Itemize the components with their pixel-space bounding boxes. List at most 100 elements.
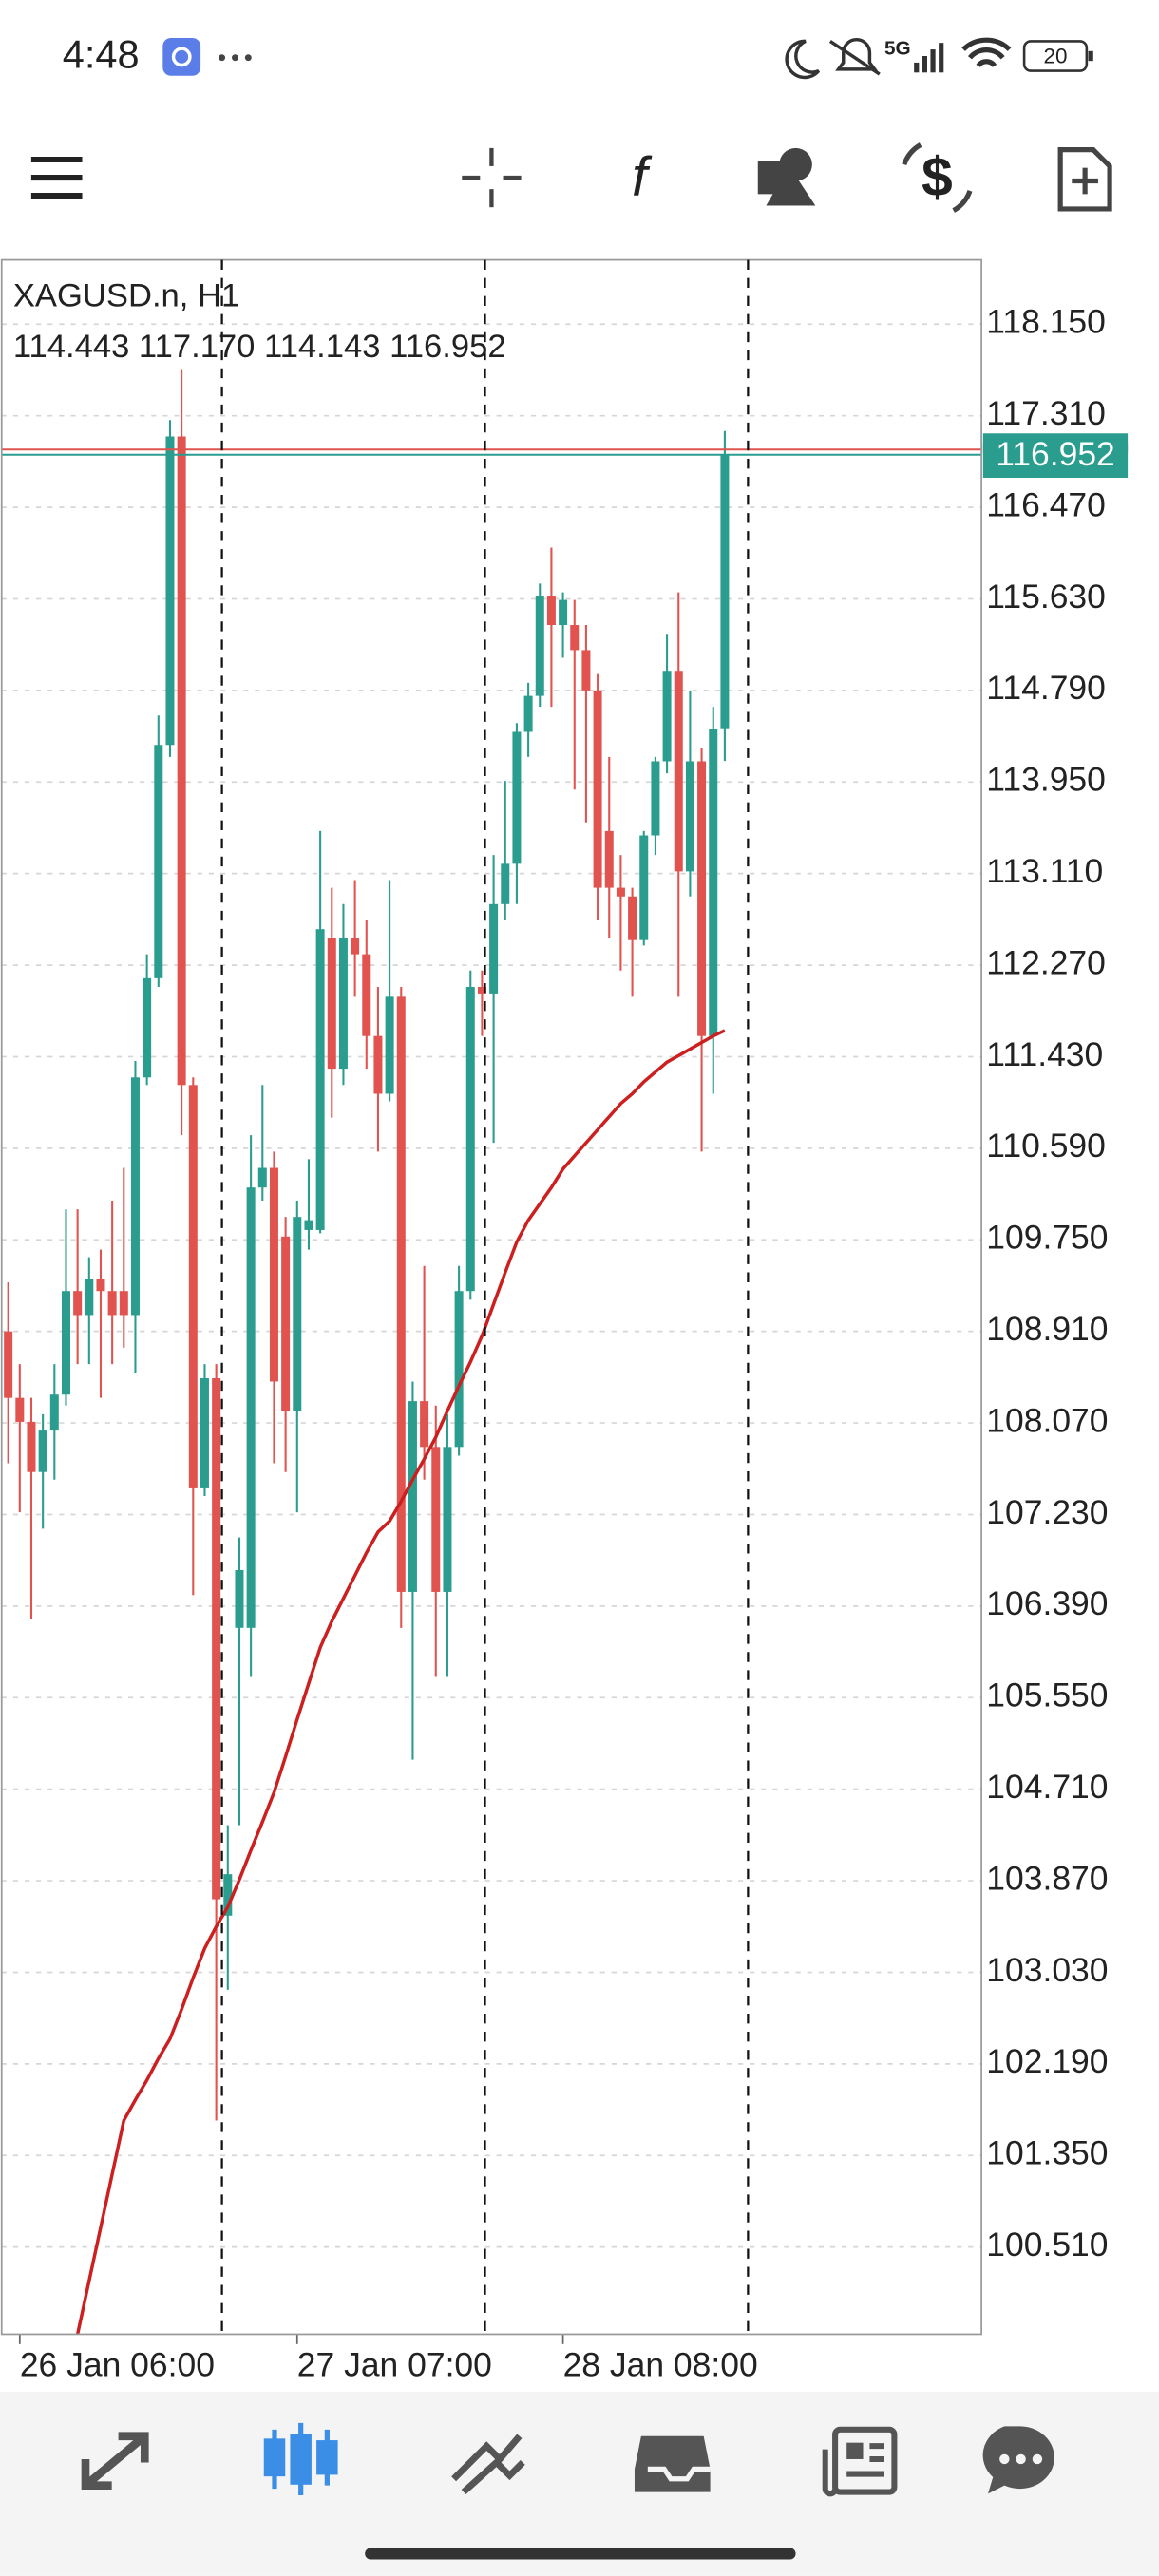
svg-text:$: $ — [922, 146, 953, 208]
symbol-label: XAGUSD.n, H1 — [13, 278, 239, 314]
candle-body — [327, 938, 336, 1070]
candle-body — [628, 896, 637, 940]
candle-body — [61, 1291, 70, 1395]
y-tick-label: 105.550 — [986, 1676, 1108, 1714]
app-icon — [162, 37, 201, 76]
candle-body — [315, 929, 325, 1230]
y-tick-label: 104.710 — [986, 1768, 1108, 1806]
candle-body — [107, 1291, 117, 1316]
more-dots — [218, 54, 252, 62]
candle-body — [130, 1077, 140, 1316]
y-tick-label: 111.430 — [986, 1035, 1103, 1073]
candle-body — [720, 454, 730, 729]
plot-frame — [0, 258, 982, 2336]
candle-body — [501, 863, 510, 904]
y-tick-label: 103.870 — [986, 1859, 1108, 1897]
x-tick-label: 26 Jan 06:00 — [20, 2345, 215, 2383]
ohlc-label: 114.443 117.170 114.143 116.952 — [13, 329, 506, 365]
chat-tab[interactable] — [982, 2426, 1054, 2494]
candle-body — [523, 695, 533, 732]
candle-body — [477, 987, 486, 994]
candle-body — [177, 436, 186, 1086]
candle-body — [281, 1236, 291, 1411]
y-tick-label: 116.470 — [986, 485, 1106, 523]
candle-body — [246, 1187, 256, 1628]
candle-body — [38, 1430, 48, 1472]
candle-body — [420, 1401, 429, 1448]
candle-body — [257, 1167, 267, 1188]
candle-body — [338, 938, 348, 1070]
candle-body — [697, 761, 707, 1036]
y-tick-label: 101.350 — [986, 2134, 1108, 2172]
y-tick-label: 118.150 — [986, 303, 1106, 341]
candle-body — [154, 745, 163, 978]
objects-button[interactable] — [757, 147, 816, 206]
mute-icon — [828, 38, 881, 76]
network-type: 5G — [884, 38, 911, 60]
candle-body — [616, 887, 625, 897]
candle-body — [165, 436, 175, 746]
candle-body — [385, 996, 394, 1094]
quotes-tab[interactable] — [81, 2432, 149, 2490]
candle-body — [373, 1035, 383, 1094]
candle-body — [408, 1401, 417, 1592]
candle-body — [119, 1291, 128, 1316]
dnd-icon — [785, 39, 821, 80]
candle-body — [431, 1447, 441, 1592]
new-order-button[interactable] — [1057, 147, 1112, 212]
price-tag — [982, 433, 1129, 478]
y-tick-label: 114.790 — [986, 669, 1106, 707]
news-tab[interactable] — [822, 2426, 898, 2497]
candle-body — [535, 596, 544, 696]
candle-body — [142, 977, 152, 1078]
candle-body — [604, 830, 614, 888]
candle-body — [581, 650, 591, 691]
indicators-button[interactable]: f — [632, 146, 653, 208]
candle-body — [212, 1378, 221, 1900]
bottom-nav — [0, 2392, 1159, 2576]
candle-body — [593, 690, 602, 888]
battery-icon — [1022, 40, 1089, 72]
candle-body — [235, 1569, 244, 1628]
candle-body — [85, 1279, 94, 1316]
trade-tab[interactable] — [451, 2434, 525, 2495]
y-tick-label: 102.190 — [986, 2042, 1108, 2080]
candle-body — [512, 731, 522, 864]
candles — [4, 369, 730, 2335]
y-tick-label: 109.750 — [986, 1219, 1108, 1257]
candle-body — [96, 1279, 105, 1292]
x-tick-label: 28 Jan 08:00 — [563, 2345, 758, 2383]
candle-body — [73, 1291, 83, 1316]
app-icon-glyph — [171, 47, 192, 67]
day-separators — [220, 259, 750, 2335]
candle-body — [27, 1421, 36, 1472]
candle-body — [709, 729, 718, 1036]
y-tick-label: 110.590 — [986, 1127, 1106, 1165]
x-tick-label: 27 Jan 07:00 — [297, 2345, 492, 2383]
trade-button[interactable]: $ — [902, 142, 973, 213]
menu-button[interactable] — [30, 156, 83, 199]
candle-body — [4, 1331, 13, 1398]
candle-body — [49, 1394, 59, 1431]
chart-tab[interactable] — [263, 2422, 338, 2496]
y-tick-label: 100.510 — [986, 2226, 1108, 2263]
candle-body — [351, 938, 360, 955]
candle-body — [396, 996, 406, 1592]
chart: 118.150 117.310 116.470 115.630 114.790 113.9… — [1, 303, 1129, 2383]
candle-body — [293, 1217, 302, 1411]
y-tick-label: 108.910 — [986, 1310, 1108, 1348]
y-tick-label: 103.030 — [986, 1951, 1108, 1989]
crosshair-button[interactable] — [462, 147, 522, 208]
candle-body — [546, 596, 556, 626]
history-tab[interactable] — [634, 2435, 711, 2492]
candle-body — [223, 1874, 233, 1916]
candle-body — [570, 625, 580, 651]
wifi-icon — [961, 37, 1012, 68]
candle-body — [304, 1220, 314, 1230]
battery-tip — [1088, 50, 1093, 62]
y-tick-label: 108.070 — [986, 1401, 1108, 1439]
home-indicator — [365, 2548, 796, 2560]
candle-body — [188, 1085, 198, 1488]
y-tick-label: 107.230 — [986, 1493, 1108, 1531]
